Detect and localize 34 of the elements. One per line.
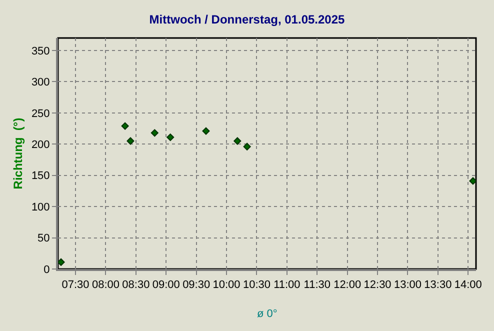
point — [150, 129, 158, 137]
x-tick-label: 10:30 — [242, 279, 270, 292]
point — [469, 177, 476, 185]
text: ø 0° — [257, 308, 278, 320]
x-tick-label: 14:00 — [454, 279, 482, 292]
x-tick-label: 11:30 — [304, 279, 330, 292]
y-tick-label: 150 — [31, 170, 50, 182]
point — [126, 137, 134, 145]
x-tick-label: 09:00 — [152, 279, 180, 292]
y-tick-label: 250 — [31, 108, 50, 120]
x-tick-label: 09:30 — [182, 279, 210, 292]
y-tick-label: 300 — [31, 76, 50, 89]
y-tick-label: 350 — [31, 45, 50, 58]
point — [58, 258, 65, 266]
x-tick-label: 07:30 — [62, 279, 90, 292]
x-tick-label: 08:00 — [92, 279, 120, 292]
point — [202, 127, 210, 135]
y-axis-title: Richtung (°) — [11, 118, 26, 190]
point — [243, 142, 251, 150]
x-tick-label: 12:30 — [364, 279, 392, 292]
y-tick-label: 50 — [38, 232, 50, 245]
point — [234, 137, 242, 145]
x-tick-label: 13:30 — [424, 279, 452, 292]
point — [121, 122, 129, 130]
point — [166, 134, 174, 142]
x-tick-label: 11:00 — [274, 279, 300, 292]
chart-title: Mittwoch / Donnerstag, 01.05.2025 — [149, 12, 346, 26]
y-tick-label: 0 — [44, 264, 50, 276]
y-tick-label: 100 — [31, 201, 50, 214]
x-tick-label: 12:00 — [334, 279, 362, 292]
x-tick-label: 13:00 — [394, 279, 422, 292]
x-tick-label: 10:00 — [212, 279, 240, 292]
x-tick-label: 08:30 — [122, 279, 150, 292]
y-tick-label: 200 — [31, 138, 50, 151]
